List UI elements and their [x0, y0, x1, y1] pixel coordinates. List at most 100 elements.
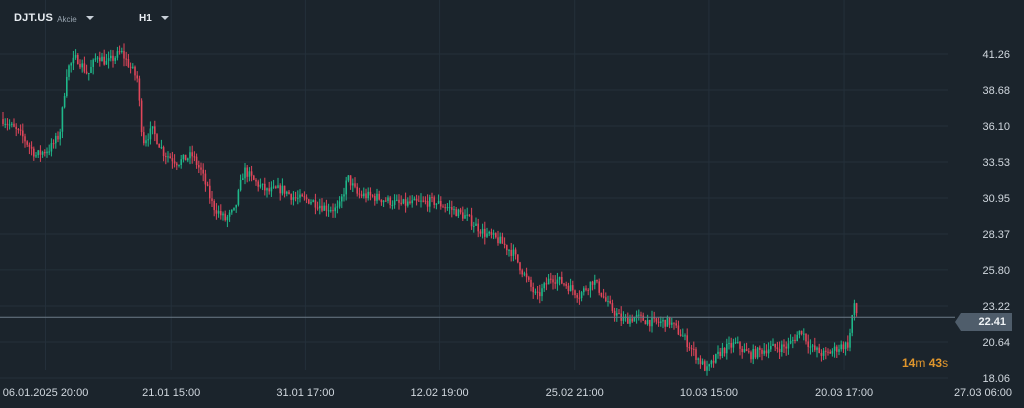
candle-up [145, 140, 147, 144]
candle-down [827, 351, 829, 353]
candle-up [147, 139, 149, 141]
candle-up [334, 207, 336, 212]
candle-up [266, 188, 268, 191]
candle-up [59, 131, 61, 140]
symbol-type-label: Akcie [57, 14, 77, 24]
candle-down [171, 158, 174, 162]
candle-up [844, 342, 847, 350]
candle-down [154, 126, 156, 135]
candle-up [767, 349, 770, 354]
timeframe-selector[interactable]: H1 [139, 10, 169, 26]
candle-up [66, 76, 68, 97]
candle-down [2, 119, 4, 124]
candle-up [70, 63, 72, 66]
candle-up [376, 193, 378, 201]
candle-up [556, 279, 559, 284]
candle-down [26, 141, 28, 145]
chevron-down-icon[interactable] [160, 16, 169, 20]
candle-up [464, 215, 466, 219]
candle-down [572, 285, 574, 291]
candle-up [558, 276, 561, 280]
candle-down [829, 351, 831, 354]
candle-down [554, 282, 556, 284]
candle-up [701, 361, 704, 365]
candle-up [789, 340, 792, 344]
candle-down [442, 206, 444, 208]
candle-down [325, 205, 328, 211]
candle-up [81, 63, 83, 68]
candle-up [840, 344, 842, 350]
candle-down [129, 66, 132, 68]
candle-down [202, 169, 204, 174]
x-tick-label: 25.02 21:00 [546, 387, 604, 399]
candle-up [248, 171, 251, 177]
chevron-down-icon[interactable] [85, 16, 94, 20]
candle-down [39, 150, 42, 155]
candle-up [737, 342, 739, 344]
symbol-selector[interactable]: DJT.US Akcie [14, 10, 94, 26]
candle-up [222, 213, 224, 216]
candle-up [63, 96, 66, 108]
candle-down [847, 342, 849, 348]
candle-down [699, 358, 702, 365]
candle-down [22, 130, 24, 137]
candle-down [158, 144, 160, 148]
candle-up [629, 318, 631, 324]
candle-down [103, 56, 105, 65]
candle-countdown: 14m 43s [902, 356, 948, 370]
candle-up [486, 233, 488, 237]
candle-up [281, 185, 284, 194]
candle-up [512, 249, 515, 256]
candle-up [110, 55, 112, 59]
candle-down [514, 249, 517, 255]
x-tick-label: 10.03 15:00 [680, 387, 738, 399]
candle-down [176, 163, 178, 166]
candle-down [677, 325, 680, 335]
candle-down [644, 320, 647, 325]
candle-down [77, 54, 79, 65]
candle-down [193, 156, 196, 158]
candle-up [242, 178, 244, 180]
candle-down [605, 297, 607, 302]
candle-down [433, 197, 435, 205]
candle-up [187, 158, 189, 161]
candle-down [739, 342, 741, 349]
candle-up [121, 50, 123, 53]
candle-up [167, 156, 169, 158]
candle-up [853, 303, 856, 315]
candle-up [787, 343, 790, 349]
candle-down [596, 279, 598, 282]
candle-down [649, 320, 651, 327]
candle-up [481, 228, 484, 234]
candle-down [79, 64, 81, 68]
candle-down [495, 233, 497, 238]
y-tick-label: 30.95 [982, 193, 1010, 205]
candle-down [761, 349, 763, 354]
candle-down [156, 134, 158, 145]
candle-down [358, 193, 361, 195]
candle-down [748, 351, 750, 353]
candle-down [506, 245, 508, 251]
candle-down [479, 231, 482, 234]
candle-up [407, 201, 409, 206]
candle-up [8, 124, 11, 126]
candle-down [484, 228, 486, 237]
candle-down [215, 210, 218, 214]
candle-down [264, 183, 266, 191]
candle-up [244, 167, 246, 179]
candle-down [609, 300, 611, 304]
candle-up [466, 214, 468, 216]
candle-down [563, 283, 565, 285]
candle-down [536, 291, 539, 293]
y-tick-label: 41.26 [982, 49, 1010, 61]
y-axis: 41.26 38.68 36.10 33.53 30.95 28.37 25.80 23.22… [982, 49, 1010, 385]
candle-down [290, 194, 292, 200]
candle-up [88, 72, 90, 74]
candle-down [585, 288, 587, 290]
candle-up [831, 350, 834, 354]
candle-down [627, 316, 629, 324]
candle-down [316, 207, 319, 209]
candle-up [726, 343, 728, 354]
